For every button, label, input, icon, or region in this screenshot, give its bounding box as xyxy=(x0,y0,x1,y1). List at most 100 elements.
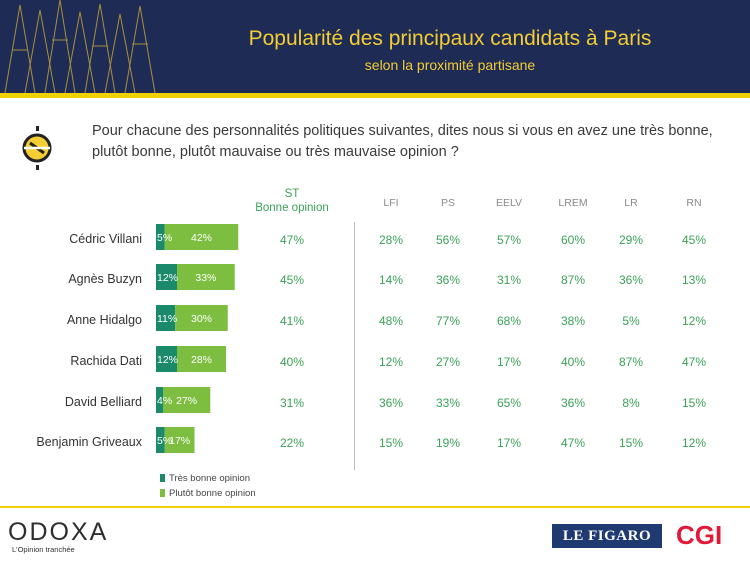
bar-label-very-good: 12% xyxy=(157,272,178,284)
st-value: 40% xyxy=(279,355,305,369)
ps-value: 77% xyxy=(435,314,461,328)
bar-very-good xyxy=(156,346,177,372)
lrem-value: 87% xyxy=(560,273,586,287)
bar-label-rather-good: 28% xyxy=(191,354,212,366)
row-label-hidalgo: Anne Hidalgo xyxy=(66,313,142,327)
lrem-value: 60% xyxy=(560,233,586,247)
bar-label-rather-good: 33% xyxy=(195,272,216,284)
legend-swatch-rather-good xyxy=(160,489,165,497)
bar-label-very-good: 5% xyxy=(157,232,172,244)
odoxa-tagline: L'Opinion tranchée xyxy=(12,545,75,554)
lfi-value: 15% xyxy=(378,436,404,450)
bar-rather-good xyxy=(177,346,226,372)
lr-value: 5% xyxy=(622,314,640,328)
lrem-value: 40% xyxy=(560,355,586,369)
lrem-value: 38% xyxy=(560,314,586,328)
bar-label-rather-good: 30% xyxy=(191,313,212,325)
column-header-lfi: LFI xyxy=(383,197,399,209)
rn-value: 47% xyxy=(681,355,707,369)
st-value: 22% xyxy=(279,436,305,450)
lr-value: 29% xyxy=(618,233,644,247)
bar-rather-good xyxy=(177,264,235,290)
le-figaro-logo: LE FIGARO xyxy=(552,524,662,548)
eelv-value: 65% xyxy=(496,396,522,410)
lfi-value: 28% xyxy=(378,233,404,247)
bar-rather-good xyxy=(164,427,195,453)
bar-label-rather-good: 17% xyxy=(169,435,190,447)
bar-rather-good xyxy=(163,387,211,413)
column-header-lr: LR xyxy=(624,197,638,209)
bar-label-very-good: 5% xyxy=(157,435,172,447)
odoxa-question-icon xyxy=(22,126,52,170)
header-gold-stripe xyxy=(0,93,750,98)
legend-swatch-very-good xyxy=(160,474,165,482)
header-banner: Popularité des principaux candidats à Pa… xyxy=(0,0,750,93)
lr-value: 36% xyxy=(618,273,644,287)
bar-very-good xyxy=(156,427,165,453)
column-divider xyxy=(354,222,355,470)
st-value: 47% xyxy=(279,233,305,247)
eelv-value: 17% xyxy=(496,355,522,369)
lr-value: 8% xyxy=(622,396,640,410)
survey-question: Pour chacune des personnalités politique… xyxy=(92,123,713,160)
column-header-lrem: LREM xyxy=(558,197,588,209)
row-label-villani: Cédric Villani xyxy=(69,232,142,246)
bar-very-good xyxy=(156,387,163,413)
bar-rather-good xyxy=(164,224,239,250)
rn-value: 45% xyxy=(681,233,707,247)
lr-value: 15% xyxy=(618,436,644,450)
header-pattern-decoration xyxy=(4,0,156,93)
cgi-logo: CGI xyxy=(676,520,723,550)
column-header-st-line2: Bonne opinion xyxy=(255,202,329,214)
eelv-value: 17% xyxy=(496,436,522,450)
legend-item-rather-good: Plutôt bonne opinion xyxy=(160,488,256,499)
legend-item-very-good: Très bonne opinion xyxy=(160,473,250,484)
column-header-rn: RN xyxy=(686,197,702,209)
bar-very-good xyxy=(156,264,177,290)
rn-value: 12% xyxy=(681,436,707,450)
rn-value: 13% xyxy=(681,273,707,287)
st-value: 45% xyxy=(279,273,305,287)
rn-value: 15% xyxy=(681,396,707,410)
legend-label-very-good: Très bonne opinion xyxy=(169,473,250,484)
lrem-value: 47% xyxy=(560,436,586,450)
bar-very-good xyxy=(156,305,176,331)
st-value: 41% xyxy=(279,314,305,328)
row-label-griveaux: Benjamin Griveaux xyxy=(36,435,142,449)
eelv-value: 57% xyxy=(496,233,522,247)
column-header-eelv: EELV xyxy=(495,197,523,209)
page-subtitle: selon la proximité partisane xyxy=(364,57,536,73)
lfi-value: 36% xyxy=(378,396,404,410)
bar-label-very-good: 12% xyxy=(157,354,178,366)
bar-label-rather-good: 27% xyxy=(176,395,197,407)
legend-label-rather-good: Plutôt bonne opinion xyxy=(169,488,256,499)
bar-rather-good xyxy=(175,305,228,331)
bar-label-rather-good: 42% xyxy=(191,232,212,244)
ps-value: 27% xyxy=(435,355,461,369)
lr-value: 87% xyxy=(618,355,644,369)
bar-label-very-good: 4% xyxy=(157,395,172,407)
lrem-value: 36% xyxy=(560,396,586,410)
page-title: Popularité des principaux candidats à Pa… xyxy=(248,27,652,50)
st-value: 31% xyxy=(279,396,305,410)
column-header-st-line1: ST xyxy=(284,188,300,200)
ps-value: 36% xyxy=(435,273,461,287)
eelv-value: 31% xyxy=(496,273,522,287)
odoxa-logo: ODOXA xyxy=(8,518,109,546)
lfi-value: 14% xyxy=(378,273,404,287)
row-label-dati: Rachida Dati xyxy=(70,354,142,368)
column-header-ps: PS xyxy=(440,197,455,209)
lfi-value: 48% xyxy=(378,314,404,328)
row-label-buzyn: Agnès Buzyn xyxy=(68,272,142,286)
ps-value: 33% xyxy=(435,396,461,410)
rn-value: 12% xyxy=(681,314,707,328)
row-label-belliard: David Belliard xyxy=(64,395,142,409)
lfi-value: 12% xyxy=(378,355,404,369)
column-header-st: ST Bonne opinion xyxy=(252,187,332,215)
ps-value: 56% xyxy=(435,233,461,247)
ps-value: 19% xyxy=(435,436,461,450)
eelv-value: 68% xyxy=(496,314,522,328)
bar-label-very-good: 11% xyxy=(157,313,177,325)
footer-gold-line xyxy=(0,506,750,508)
bar-very-good xyxy=(156,224,165,250)
